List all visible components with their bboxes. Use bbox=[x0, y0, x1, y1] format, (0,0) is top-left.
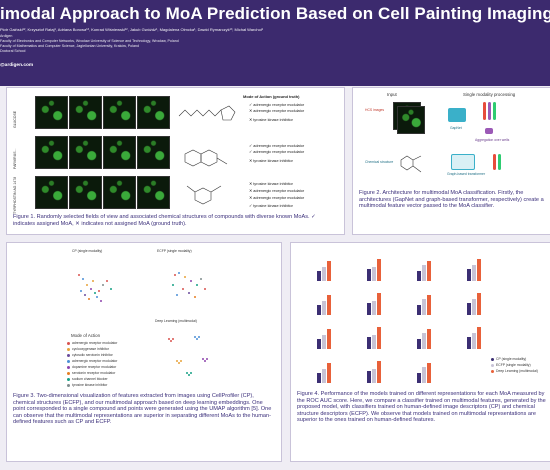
input-label: Input bbox=[387, 92, 397, 97]
microscopy-image bbox=[137, 176, 170, 209]
figure-2-panel: Input Single modality processing HCS ima… bbox=[352, 87, 550, 235]
row-label-2: PARVIRUS... bbox=[13, 148, 17, 170]
moa-label: ✕ adrenergic receptor modulator bbox=[249, 109, 305, 113]
legend-item: CP (single modality) bbox=[491, 357, 526, 361]
legend-item: cyclooxygenase inhibitor bbox=[67, 347, 109, 351]
ecfp-umap-scatter bbox=[172, 272, 206, 298]
chemical-structures bbox=[178, 105, 236, 205]
figure-2-caption: Figure 2. Architecture for multimodal Mo… bbox=[359, 190, 544, 210]
moa-label: ✓ adrenergic receptor modulator bbox=[249, 150, 305, 154]
moa-header: Mode of Action (ground truth) bbox=[243, 94, 300, 99]
moa-label: ✕ tyrosine kinase inhibitor bbox=[249, 159, 293, 163]
cp-umap-scatter bbox=[78, 274, 112, 302]
ecfp-umap-label: ECFP (single modality) bbox=[157, 249, 192, 253]
dl-umap-scatter bbox=[168, 336, 208, 376]
figure-3-caption: Figure 3. Two-dimensional visualization … bbox=[13, 393, 272, 426]
microscopy-image bbox=[35, 96, 68, 129]
microscopy-image bbox=[35, 136, 68, 169]
graph-transformer-block bbox=[451, 154, 475, 170]
hcs-images-label: HCS images bbox=[365, 108, 385, 112]
roc-auc-bar-grid bbox=[317, 259, 481, 383]
affiliation-3: Faculty of Mathematics and Computer Scie… bbox=[0, 44, 139, 48]
microscopy-image bbox=[69, 136, 102, 169]
affiliation-1: Ardigen bbox=[0, 34, 13, 38]
cp-umap-label: CP (single modality) bbox=[72, 249, 103, 253]
chemical-structure-label: Chemical structure bbox=[365, 160, 394, 164]
row-label-1: GLUCOSE bbox=[13, 110, 17, 128]
hcs-image bbox=[397, 106, 425, 134]
legend-item: tyrosine kinase inhibitor bbox=[67, 383, 107, 387]
legend-item: dopamine receptor modulator bbox=[67, 365, 116, 369]
microscopy-image bbox=[103, 96, 136, 129]
figure-3-panel: CP (single modality) ECFP (single modali… bbox=[6, 242, 282, 462]
row-label-3: TYRPHOSTIN AG 1478 bbox=[13, 176, 17, 214]
moa-label: ✕ tyrosine kinase inhibitor bbox=[249, 118, 293, 122]
single-modality-label: Single modality processing bbox=[463, 92, 516, 97]
figure-4-caption: Figure 4. Performance of the models trai… bbox=[297, 391, 546, 424]
legend-item: sodium channel blocker bbox=[67, 377, 108, 381]
feature-vector bbox=[493, 154, 496, 170]
feature-vector bbox=[498, 154, 501, 170]
figure-4-panel: CP (single modality) ECFP (single modali… bbox=[290, 242, 550, 462]
legend-title: Mode of Action bbox=[71, 333, 101, 338]
figure-1-panel: GLUCOSE PARVIRUS... TYRPHOSTIN AG 1478 M… bbox=[6, 87, 345, 235]
microscopy-image bbox=[69, 96, 102, 129]
aggregation-label: Aggregation over wells bbox=[475, 138, 510, 142]
legend-item: adrenergic receptor modulator bbox=[67, 341, 117, 345]
microscopy-image bbox=[103, 136, 136, 169]
graph-transformer-label: Graph-based transformer bbox=[447, 172, 486, 176]
moa-label: ✓ tyrosine kinase inhibitor bbox=[249, 204, 293, 208]
moa-label: ✕ adrenergic receptor modulator bbox=[249, 189, 305, 193]
legend-item: adrenergic receptor modulator bbox=[67, 359, 117, 363]
moa-label: ✕ adrenergic receptor modulator bbox=[249, 196, 305, 200]
legend-item: ECFP (single modality) bbox=[491, 363, 531, 367]
aggregation-block bbox=[485, 128, 493, 134]
microscopy-image bbox=[137, 96, 170, 129]
figure-1-caption: Figure 1. Randomly selected fields of vi… bbox=[13, 214, 316, 227]
microscopy-image bbox=[137, 136, 170, 169]
gapnet-block bbox=[448, 108, 466, 122]
gapnet-label: GapNet bbox=[450, 126, 462, 130]
legend-item: Deep Learning (multimodal) bbox=[491, 369, 538, 373]
feature-vector bbox=[493, 102, 496, 120]
microscopy-image bbox=[69, 176, 102, 209]
author-list: Piotr Gaiński¹², Krzysztof Rataj¹, Adria… bbox=[0, 27, 264, 32]
microscopy-image bbox=[35, 176, 68, 209]
contact-email: @ardigen.com bbox=[0, 63, 34, 68]
feature-vector bbox=[483, 102, 486, 120]
moa-label: ✕ tyrosine kinase inhibitor bbox=[249, 182, 293, 186]
poster-header: imodal Approach to MoA Prediction Based … bbox=[0, 0, 550, 86]
affiliation-4: Doctoral School bbox=[0, 49, 26, 53]
legend-item: serotonin receptor modulator bbox=[67, 371, 115, 375]
moa-label: ✓ adrenergic receptor modulator bbox=[249, 103, 305, 107]
microscopy-image bbox=[103, 176, 136, 209]
dl-umap-label: Deep Learning (multimodal) bbox=[155, 319, 197, 323]
poster-title: imodal Approach to MoA Prediction Based … bbox=[0, 4, 550, 23]
feature-vector bbox=[488, 102, 491, 120]
input-molecule bbox=[400, 155, 422, 173]
moa-label: ✓ adrenergic receptor modulator bbox=[249, 144, 305, 148]
legend-item: cytosolic serotonin inhibitor bbox=[67, 353, 113, 357]
affiliation-2: Faculty of Electronics and Computer Netw… bbox=[0, 39, 179, 43]
